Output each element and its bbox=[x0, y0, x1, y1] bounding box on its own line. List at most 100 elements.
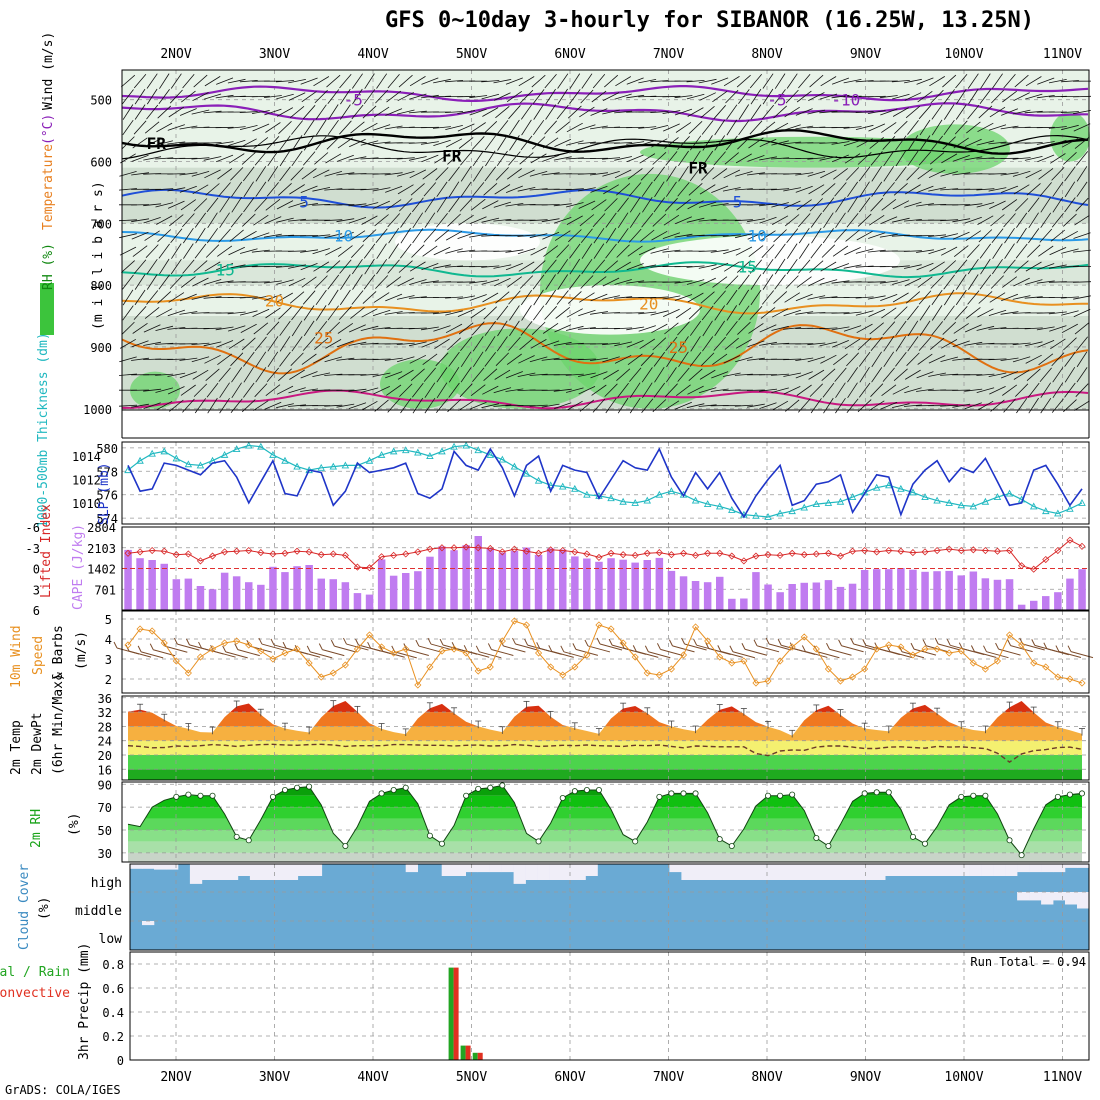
rh-point bbox=[680, 790, 687, 797]
wind-barb bbox=[384, 357, 403, 361]
wind-barb bbox=[1000, 185, 1019, 193]
wind-barb bbox=[146, 290, 159, 305]
cloud-clear-cell bbox=[1005, 864, 1018, 876]
wind-barb bbox=[518, 261, 535, 272]
rh-point bbox=[269, 793, 276, 800]
thickness-point bbox=[257, 442, 265, 450]
wind-barb bbox=[819, 279, 838, 285]
wind-barb bbox=[1014, 74, 1029, 88]
cape-bar bbox=[909, 569, 917, 610]
wind-barb bbox=[929, 261, 945, 272]
wind-barb bbox=[964, 402, 982, 410]
wind-barb bbox=[870, 151, 883, 166]
wind-barb bbox=[157, 291, 172, 304]
wind-barb bbox=[1000, 357, 1019, 361]
wind-barb bbox=[421, 77, 439, 85]
thickness-point bbox=[329, 462, 338, 470]
wind-barb bbox=[263, 280, 282, 284]
wind-barb bbox=[747, 340, 765, 348]
rh-point bbox=[402, 784, 409, 791]
wind-barb bbox=[557, 258, 569, 275]
thickness-point bbox=[655, 490, 664, 498]
wind-barb bbox=[892, 292, 909, 303]
wind10-barb-tick bbox=[318, 643, 323, 650]
wind-barb bbox=[1036, 95, 1055, 99]
wind-barb bbox=[493, 218, 512, 222]
wind-barb bbox=[460, 367, 472, 383]
cloud-ylabel-unit-text: (%) bbox=[37, 897, 52, 920]
wind-barb bbox=[710, 203, 729, 207]
rh-point bbox=[306, 783, 313, 790]
wind-barb bbox=[641, 181, 653, 197]
cloud-clear-cell bbox=[249, 864, 263, 880]
wind-barb bbox=[783, 358, 802, 361]
wind-barb bbox=[457, 295, 476, 300]
wind-barb bbox=[988, 124, 1007, 131]
wind-barb bbox=[698, 387, 717, 394]
wind-barb bbox=[288, 92, 306, 101]
cloud-clear-cell bbox=[1065, 892, 1078, 905]
wind-barb bbox=[736, 260, 751, 273]
bottom-date-label: 10NOV bbox=[944, 1070, 983, 1085]
li-point bbox=[728, 552, 736, 560]
wind-speed-point bbox=[824, 665, 832, 673]
wind-barb bbox=[372, 358, 391, 360]
wind-barb bbox=[1027, 244, 1041, 258]
top-date-label: 7NOV bbox=[653, 47, 684, 62]
rh-point bbox=[342, 843, 349, 850]
wind-barb bbox=[520, 135, 533, 151]
wind-barb bbox=[580, 89, 594, 104]
ua-ytick: 900 bbox=[90, 341, 112, 355]
li-point bbox=[571, 548, 579, 556]
wind-barb bbox=[565, 373, 584, 376]
wind-barb bbox=[146, 274, 158, 290]
wind-barb bbox=[227, 325, 246, 332]
li-ylabel-text: Lifted Index bbox=[39, 504, 54, 598]
wind10-barb-tick bbox=[669, 639, 673, 647]
wind-barb bbox=[1074, 322, 1090, 335]
wind-barb bbox=[228, 246, 245, 256]
wind-barb bbox=[241, 152, 256, 165]
wind-barb bbox=[508, 290, 521, 305]
wind-barb bbox=[678, 351, 689, 368]
wind-barb bbox=[881, 198, 897, 211]
wind-barb bbox=[155, 140, 174, 146]
cape-bar bbox=[824, 580, 833, 610]
wind-barb bbox=[434, 153, 450, 164]
wind-barb bbox=[230, 167, 244, 181]
wind-barb bbox=[157, 229, 172, 243]
cloud-clear-cell bbox=[729, 864, 742, 880]
wind10-barb bbox=[334, 645, 357, 653]
wind-barb bbox=[931, 321, 944, 336]
wind-barb bbox=[143, 217, 161, 224]
wind-barb bbox=[288, 264, 306, 269]
wind-barb bbox=[735, 233, 753, 239]
wind-barb bbox=[903, 219, 922, 222]
wind-barb bbox=[857, 337, 872, 351]
wind-barb bbox=[472, 166, 484, 182]
wind-barb bbox=[834, 228, 847, 243]
wind-barb bbox=[712, 168, 728, 180]
rh-point bbox=[294, 784, 301, 791]
wind-speed-point bbox=[667, 665, 675, 673]
wind-barb bbox=[748, 323, 764, 334]
wind-barb bbox=[204, 169, 221, 179]
wind-barb bbox=[408, 296, 427, 299]
cloud-clear-cell bbox=[921, 864, 934, 876]
wind-barb bbox=[470, 122, 486, 133]
wind-barb bbox=[943, 119, 955, 136]
wind-barb bbox=[989, 386, 1006, 395]
cloud-clear-cell bbox=[909, 864, 922, 876]
wind-barb bbox=[774, 89, 786, 105]
wind-barb bbox=[771, 387, 789, 393]
thickness-point bbox=[341, 461, 350, 469]
cloud-clear-cell bbox=[154, 864, 167, 870]
wind-barb bbox=[181, 90, 196, 103]
li-point bbox=[921, 548, 929, 556]
wind-barb bbox=[1012, 170, 1031, 177]
wind-barb bbox=[723, 76, 740, 87]
wind-barb bbox=[942, 74, 957, 88]
wind10-barb bbox=[430, 643, 454, 651]
wind-speed-point bbox=[873, 645, 881, 653]
cape-bar bbox=[1066, 578, 1074, 610]
